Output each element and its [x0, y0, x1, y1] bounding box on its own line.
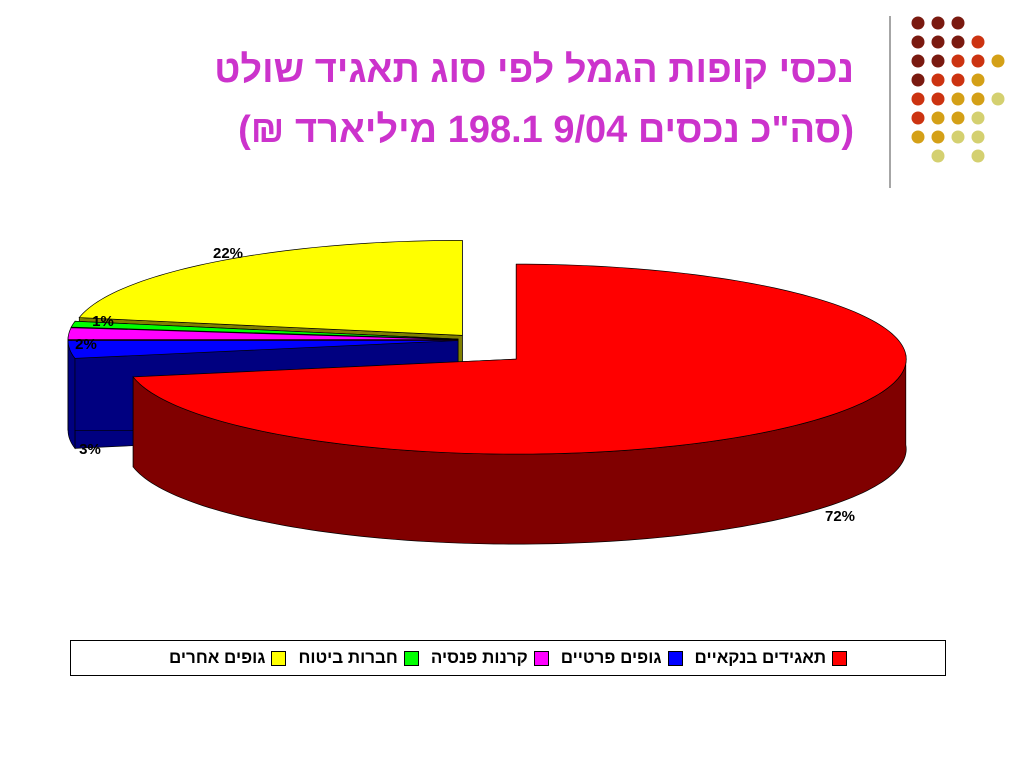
- decor-dot: [931, 111, 945, 125]
- data-label: 22%: [213, 245, 243, 262]
- decor-dot: [931, 130, 945, 144]
- legend-item: קרנות פנסיה: [431, 648, 549, 668]
- chart-subtitle: (סה"כ נכסים 9/04 198.1 מיליארד ₪): [238, 109, 854, 151]
- decor-dot: [991, 92, 1005, 106]
- legend-label: גופים פרטיים: [560, 648, 662, 667]
- decor-dot: [971, 130, 985, 144]
- decor-dot: [931, 73, 945, 87]
- slice-top: [67, 327, 459, 340]
- data-label: 3%: [79, 441, 101, 458]
- legend-swatch: [667, 650, 683, 666]
- legend-swatch: [271, 650, 287, 666]
- decor-dot: [911, 35, 925, 49]
- decor-dot: [951, 16, 965, 30]
- decor-dot: [951, 130, 965, 144]
- legend-swatch: [832, 650, 848, 666]
- decor-dot: [971, 73, 985, 87]
- decor-dot: [911, 130, 925, 144]
- legend-item: גופים פרטיים: [561, 648, 683, 668]
- decor-dot: [931, 35, 945, 49]
- decor-dot: [971, 35, 985, 49]
- legend: תאגידים בנקאיים גופים פרטיים קרנות פנסיה חב…: [70, 640, 946, 676]
- decor-dot: [951, 111, 965, 125]
- decor-dot: [991, 54, 1005, 68]
- pie-slice: [132, 263, 907, 545]
- decor-dot: [911, 73, 925, 87]
- legend-label: גופים אחרים: [168, 648, 266, 667]
- decor-dot: [911, 16, 925, 30]
- data-label: 72%: [825, 508, 855, 525]
- decor-dot: [911, 111, 925, 125]
- decor-dot: [951, 92, 965, 106]
- decor-dot: [911, 54, 925, 68]
- legend-label: חברות ביטוח: [298, 648, 398, 667]
- legend-item: תאגידים בנקאיים: [694, 648, 848, 668]
- decor-dot: [911, 92, 925, 106]
- decor-dot: [971, 149, 985, 163]
- decor-dot: [931, 16, 945, 30]
- slice-top: [70, 320, 459, 340]
- slice-top: [132, 263, 907, 455]
- decor-dot: [931, 149, 945, 163]
- decor-dot: [971, 111, 985, 125]
- decor-dot: [971, 92, 985, 106]
- legend-swatch: [403, 650, 419, 666]
- slice-top: [67, 340, 459, 359]
- decor-dot: [951, 54, 965, 68]
- legend-label: תאגידים בנקאיים: [694, 648, 827, 667]
- legend-item: חברות ביטוח: [298, 648, 419, 668]
- data-label: 1%: [92, 313, 114, 330]
- legend-label: קרנות פנסיה: [430, 648, 528, 667]
- slice-top: [78, 240, 463, 336]
- data-label: 2%: [75, 336, 97, 353]
- decor-dot: [951, 35, 965, 49]
- decor-dot: [951, 73, 965, 87]
- chart-title: נכסי קופות הגמל לפי סוג תאגיד שולט: [214, 49, 854, 91]
- legend-swatch: [533, 650, 549, 666]
- decor-dot: [931, 92, 945, 106]
- title-block: נכסי קופות הגמל לפי סוג תאגיד שולט (סה"כ…: [214, 40, 854, 160]
- decor-dot: [971, 54, 985, 68]
- legend-item: גופים אחרים: [168, 648, 287, 668]
- decor-dot: [931, 54, 945, 68]
